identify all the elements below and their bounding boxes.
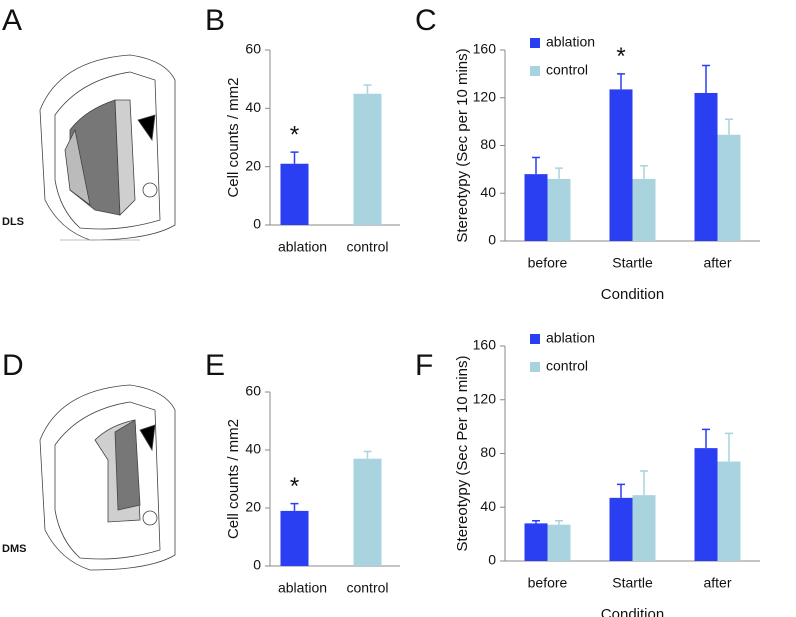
y-tick-label: 80 <box>480 136 496 152</box>
error-bar <box>640 165 648 179</box>
x-axis-title: Condition <box>601 606 664 617</box>
bar <box>609 497 633 561</box>
panel-letter: F <box>415 349 433 382</box>
bar <box>280 163 309 225</box>
error-bar <box>617 483 625 498</box>
y-axis-title: Stereotypy (Sec Per 10 mins) <box>454 356 471 552</box>
x-tick-label: before <box>528 255 568 271</box>
error-bar <box>617 73 625 90</box>
error-bar <box>363 84 372 94</box>
bar <box>694 448 718 561</box>
x-axis-title: Condition <box>601 286 664 303</box>
x-tick-label: control <box>346 580 388 596</box>
y-tick-label: 0 <box>253 216 261 232</box>
panel-letter: B <box>205 4 225 37</box>
region-label: DMS <box>2 543 26 555</box>
legend-swatch <box>530 38 540 48</box>
y-tick-label: 40 <box>245 99 261 115</box>
error-bar <box>532 519 540 524</box>
bar <box>524 523 548 561</box>
error-bar <box>725 118 733 135</box>
bar <box>632 495 656 561</box>
bar <box>353 93 382 225</box>
legend-label: control <box>546 62 588 78</box>
y-tick-label: 0 <box>488 232 496 248</box>
y-axis-title: Stereotypy (Sec per 10 mins) <box>454 48 471 242</box>
bar <box>524 174 548 241</box>
error-bar <box>532 156 540 175</box>
error-bar <box>702 428 710 449</box>
y-tick-label: 40 <box>480 184 496 200</box>
region-label: DLS <box>2 216 24 228</box>
panel-letter: D <box>2 349 24 382</box>
error-bar <box>702 64 710 93</box>
y-axis-title: Cell counts / mm2 <box>225 419 242 539</box>
bar <box>609 89 633 241</box>
panel-letter: C <box>415 4 437 37</box>
bar <box>547 524 571 561</box>
panel-letter: E <box>205 349 225 382</box>
legend-label: ablation <box>546 34 595 50</box>
error-bar <box>640 470 648 496</box>
annotation: * <box>290 121 299 148</box>
annotation: * <box>290 473 299 500</box>
error-bar <box>363 450 372 459</box>
error-bar <box>555 519 563 525</box>
y-tick-label: 0 <box>488 552 496 568</box>
bar <box>694 92 718 241</box>
x-tick-label: Startle <box>612 255 653 271</box>
bar <box>353 458 382 566</box>
y-tick-label: 20 <box>245 499 261 515</box>
legend-swatch <box>530 66 540 76</box>
y-tick-label: 60 <box>245 41 261 57</box>
x-tick-label: after <box>703 255 731 271</box>
error-bar <box>725 432 733 462</box>
y-tick-label: 0 <box>253 557 261 573</box>
panel-letter: A <box>2 4 22 37</box>
brain-section <box>39 384 176 571</box>
y-tick-label: 40 <box>245 441 261 457</box>
x-tick-label: after <box>703 575 731 591</box>
error-bar <box>555 167 563 179</box>
y-tick-label: 160 <box>473 337 497 353</box>
error-bar <box>290 502 299 511</box>
x-tick-label: control <box>346 239 388 255</box>
y-tick-label: 120 <box>473 390 497 406</box>
y-tick-label: 60 <box>245 383 261 399</box>
bar <box>717 134 741 241</box>
brain-section <box>39 54 176 241</box>
error-bar <box>290 151 299 164</box>
bar <box>547 178 571 241</box>
y-tick-label: 120 <box>473 88 497 104</box>
x-tick-label: Startle <box>612 575 653 591</box>
legend-label: ablation <box>546 330 595 346</box>
legend-swatch <box>530 334 540 344</box>
x-tick-label: ablation <box>278 580 327 596</box>
legend-label: control <box>546 358 588 374</box>
y-tick-label: 40 <box>480 498 496 514</box>
annotation: * <box>616 43 625 70</box>
x-tick-label: ablation <box>278 239 327 255</box>
y-tick-label: 80 <box>480 444 496 460</box>
y-tick-label: 160 <box>473 41 497 57</box>
bar <box>717 461 741 561</box>
bar <box>632 178 656 241</box>
bar <box>280 510 309 566</box>
y-tick-label: 20 <box>245 157 261 173</box>
y-axis-title: Cell counts / mm2 <box>225 77 242 197</box>
x-tick-label: before <box>528 575 568 591</box>
legend-swatch <box>530 362 540 372</box>
